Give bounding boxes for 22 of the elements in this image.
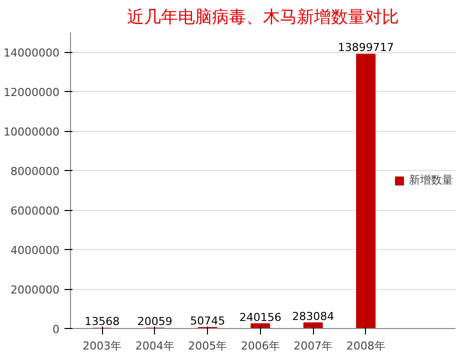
x-tick-label: 2008年 (346, 340, 386, 352)
data-label: 13899717 (338, 41, 394, 54)
data-label: 50745 (190, 314, 226, 328)
x-tick-label: 2003年 (82, 340, 122, 352)
x-tick-label: 2005年 (188, 340, 228, 352)
y-tick-label: 10000000 (4, 126, 60, 139)
data-label: 13568 (84, 315, 120, 328)
data-label: 283084 (292, 310, 334, 323)
y-tick-label: 0 (52, 323, 60, 336)
y-tick-label: 14000000 (4, 46, 60, 60)
legend-label: 新增数量 (409, 172, 453, 188)
x-tick-label: 2007年 (294, 340, 333, 352)
x-tick-label: 2004年 (135, 340, 174, 352)
y-tick-label: 6000000 (10, 204, 60, 218)
x-tick-label: 2006年 (240, 340, 280, 352)
chart-title: 近几年电脑病毒、木马新增数量对比 (127, 8, 399, 28)
y-tick-label: 8000000 (10, 165, 60, 178)
data-label: 20059 (137, 315, 172, 328)
data-label: 240156 (239, 310, 282, 324)
y-tick-label: 2000000 (10, 284, 60, 297)
y-tick-label: 4000000 (10, 244, 60, 258)
y-tick-label: 12000000 (4, 86, 60, 100)
